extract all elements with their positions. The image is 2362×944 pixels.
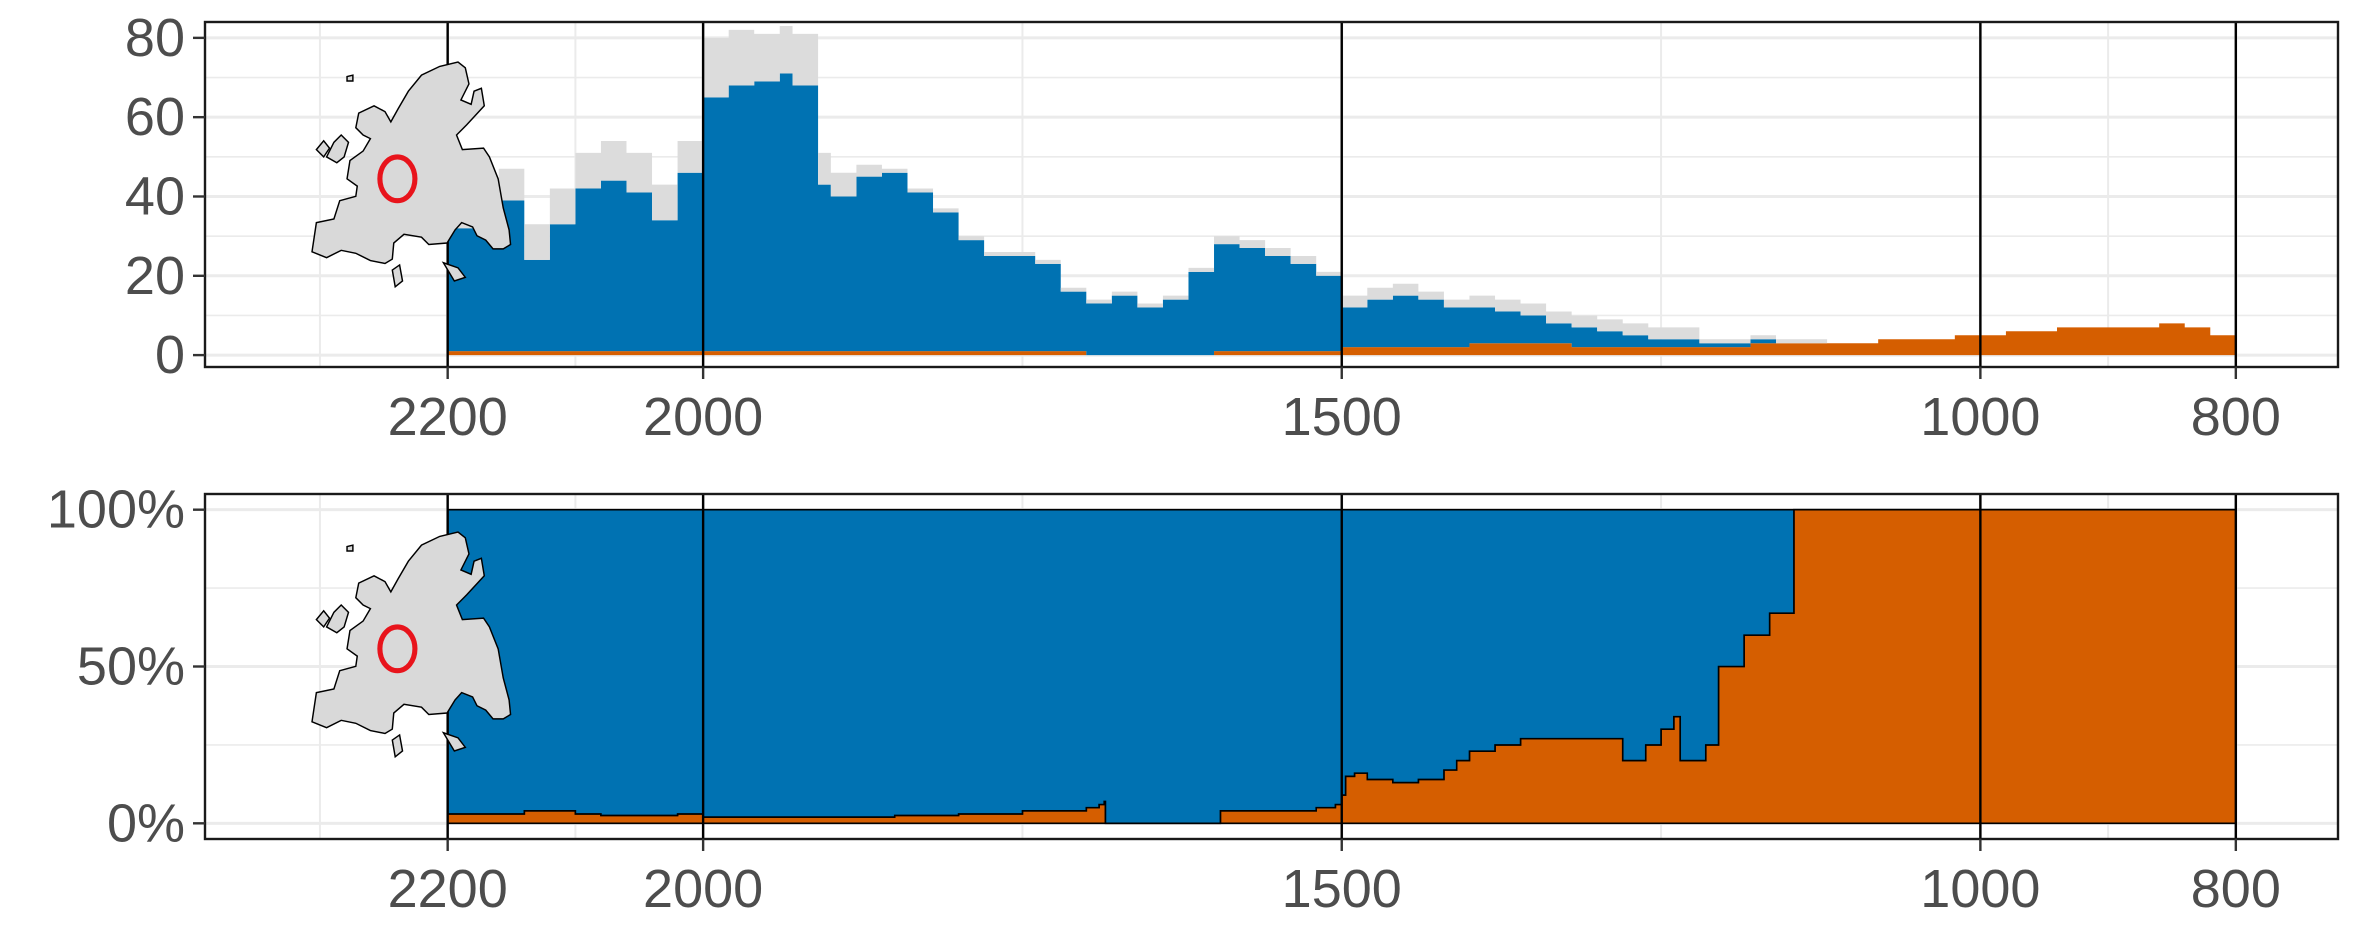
region-marker-circle [377,154,418,204]
y-tick-label: 40 [125,166,185,226]
area-series-2 [447,73,2236,356]
x-tick-label: 800 [2191,387,2281,447]
y-tick-label: 80 [125,8,185,68]
y-tick-label: 50% [77,637,185,697]
y-tick-label: 100% [47,480,185,540]
y-tick-label: 0% [107,793,185,853]
area-series-1 [447,323,2236,356]
x-tick-label: 800 [2191,859,2281,919]
panel-border [203,20,2340,369]
europe-map-inset [311,61,512,288]
chart-panels: 0 20 40 60 80 2200 2000 1500 1000 800 0% 50% 100% 220… [47,8,2340,919]
y-tick-label: 0 [155,325,185,385]
x-tick-label: 2000 [643,859,763,919]
europe-map-inset [311,531,512,758]
x-tick-label: 2200 [388,859,508,919]
x-tick-label: 1000 [1920,387,2040,447]
x-tick-label: 1000 [1920,859,2040,919]
y-tick-label: 20 [125,246,185,306]
chart-panel-1: 0 20 40 60 80 2200 2000 1500 1000 800 [125,8,2340,447]
x-tick-label: 2200 [388,387,508,447]
x-tick-label: 2000 [643,387,763,447]
x-tick-label: 1500 [1282,387,1402,447]
chart-panel-2: 0% 50% 100% 2200 2000 1500 1000 800 [47,480,2340,919]
x-tick-label: 1500 [1282,859,1402,919]
region-marker-circle [377,624,418,674]
y-tick-label: 60 [125,87,185,147]
